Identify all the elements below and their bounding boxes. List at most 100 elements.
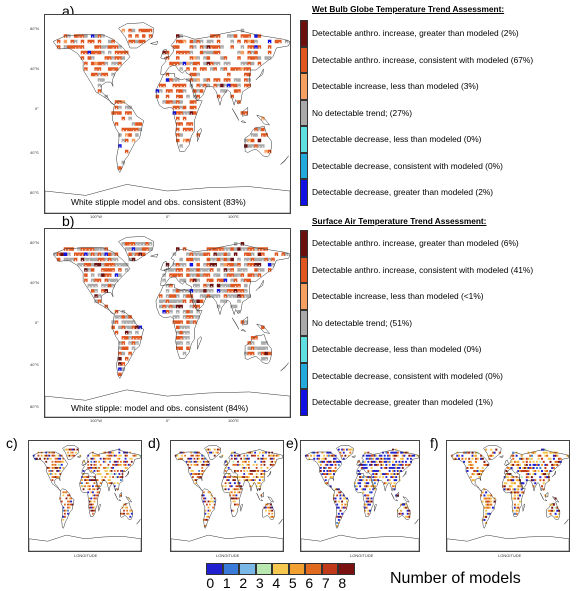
panel-d-grid-cell	[202, 457, 205, 460]
panel-b-grid-cell	[165, 294, 170, 298]
panel-a-grid-cell	[237, 56, 241, 60]
panel-a-grid-cell	[80, 39, 85, 44]
panel-b-coastline	[197, 336, 202, 350]
panel-e-grid-cell	[375, 454, 378, 457]
panel-b-stipple-dot	[177, 296, 179, 298]
panel-c-grid-cell	[87, 463, 90, 466]
panel-b-grid-cell	[186, 273, 190, 277]
panel-c-grid-cell	[92, 509, 94, 512]
panel-e-grid-cell	[365, 506, 368, 509]
panel-b-grid-cell	[223, 252, 228, 256]
panel-f-grid-cell	[522, 457, 525, 460]
panel-b-grid-cell	[261, 351, 265, 356]
panel-c-grid-cell	[120, 494, 122, 497]
panel-f-grid-cell	[529, 466, 532, 469]
panel-d-grid-cell	[255, 466, 258, 469]
panel-a-stipple-dot	[207, 80, 209, 82]
panel-b-grid-cell	[73, 257, 78, 262]
panel-e-grid-cell	[388, 454, 391, 457]
panel-e-grid-cell	[308, 457, 311, 460]
panel-d-grid-cell	[190, 457, 193, 460]
panel-c-grid-cell	[60, 460, 63, 463]
panel-e-grid-cell	[323, 457, 326, 460]
panel-e-grid-cell	[332, 497, 335, 500]
panel-c-grid-cell	[99, 473, 102, 475]
panel-c-grid-cell	[115, 460, 118, 463]
panel-a-grid-cell	[254, 34, 258, 38]
panel-a-grid-cell	[80, 34, 85, 38]
panel-c-grid-cell	[90, 457, 93, 460]
panel-a-grid-cell	[111, 45, 115, 49]
panel-a-grid-cell	[97, 34, 102, 38]
panel-b-stipple-dot	[115, 332, 118, 335]
panel-a-stipple-dot	[102, 74, 104, 77]
panel-f-grid-cell	[483, 497, 486, 500]
panel-f-coastline	[498, 455, 504, 458]
panel-a-grid-cell	[114, 50, 119, 55]
panel-b-grid-cell	[124, 356, 129, 361]
panel-b-grid-cell	[264, 341, 268, 345]
panel-a-grid-cell	[250, 39, 255, 44]
panel-e-grid-cell	[383, 457, 386, 460]
panel-a-stipple-dot	[122, 30, 124, 33]
panel-a-stipple-dot	[262, 118, 264, 121]
panel-c-grid-cell	[67, 448, 69, 451]
panel-b-lat-tick: 80°S	[30, 404, 39, 409]
panel-a-stipple-dot	[204, 85, 206, 88]
panel-b-grid-cell	[131, 257, 136, 262]
panel-b-grid-cell	[244, 289, 248, 293]
panel-b-stipple-dot	[258, 275, 260, 277]
panel-b-stipple-dot	[58, 254, 60, 256]
panel-f-grid-cell	[535, 466, 538, 469]
panel-d-grid-cell	[272, 454, 275, 457]
panel-a-coastline	[231, 108, 240, 121]
panel-a-grid-cell	[257, 144, 262, 148]
panel-e-coastline	[350, 455, 356, 458]
panel-a-stipple-dot	[248, 140, 250, 143]
panel-a-grid-cell	[213, 50, 217, 55]
panel-f-grid-cell	[490, 497, 493, 500]
panel-f-grid-cell	[541, 485, 544, 488]
panel-c-grid-cell	[67, 494, 69, 497]
panel-f-grid-cell	[463, 451, 466, 454]
panel-a-stipple-dot	[224, 80, 226, 82]
panel-b-stipple-dot	[98, 254, 101, 256]
panel-b-grid-cell	[250, 341, 255, 345]
panel-e-grid-cell	[391, 473, 394, 475]
panel-f-coastline	[501, 473, 526, 518]
panel-e-label: e)	[286, 435, 299, 451]
panel-f-grid-cell	[458, 454, 461, 457]
panel-c-grid-cell	[68, 503, 71, 506]
panel-e-grid-cell	[323, 460, 326, 463]
panel-b-stipple-dot	[211, 259, 213, 261]
panel-e-grid-cell	[393, 454, 396, 457]
panel-b-grid-cell	[210, 294, 214, 298]
panel-d-grid-cell	[262, 451, 264, 454]
panel-a-grid-cell	[172, 111, 177, 115]
panel-a-grid-cell	[244, 39, 248, 44]
panel-e-grid-cell	[396, 451, 399, 454]
panel-d-grid-cell	[243, 470, 246, 472]
panel-a-grid-cell	[233, 89, 238, 93]
panel-b-stipple-dot	[95, 280, 97, 282]
panel-e-grid-cell	[400, 503, 403, 506]
panel-b-grid-cell	[172, 289, 177, 293]
panel-a-grid-cell	[111, 39, 115, 44]
panel-f-grid-cell	[476, 470, 479, 473]
panel-e-grid-cell	[375, 476, 378, 479]
panel-e-grid-cell	[364, 494, 366, 497]
panel-a-lon-tick: 0°	[166, 214, 170, 219]
panel-a-coastline	[160, 30, 290, 107]
panel-e-grid-cell	[388, 460, 391, 463]
panel-e-grid-cell	[360, 463, 363, 466]
panel-a-lat-tick: 0°	[35, 106, 39, 111]
panel-e-grid-cell	[408, 454, 411, 457]
panel-a-stipple-dot	[255, 47, 257, 49]
panel-c-grid-cell	[121, 470, 124, 472]
panel-a-grid-cell	[176, 45, 180, 49]
panel-a-grid-cell	[111, 67, 115, 71]
panel-c-grid-cell	[90, 479, 93, 481]
panel-c-grid-cell	[112, 476, 115, 478]
panel-a-stipple-dot	[75, 47, 77, 49]
panel-a-grid-cell	[97, 50, 102, 55]
